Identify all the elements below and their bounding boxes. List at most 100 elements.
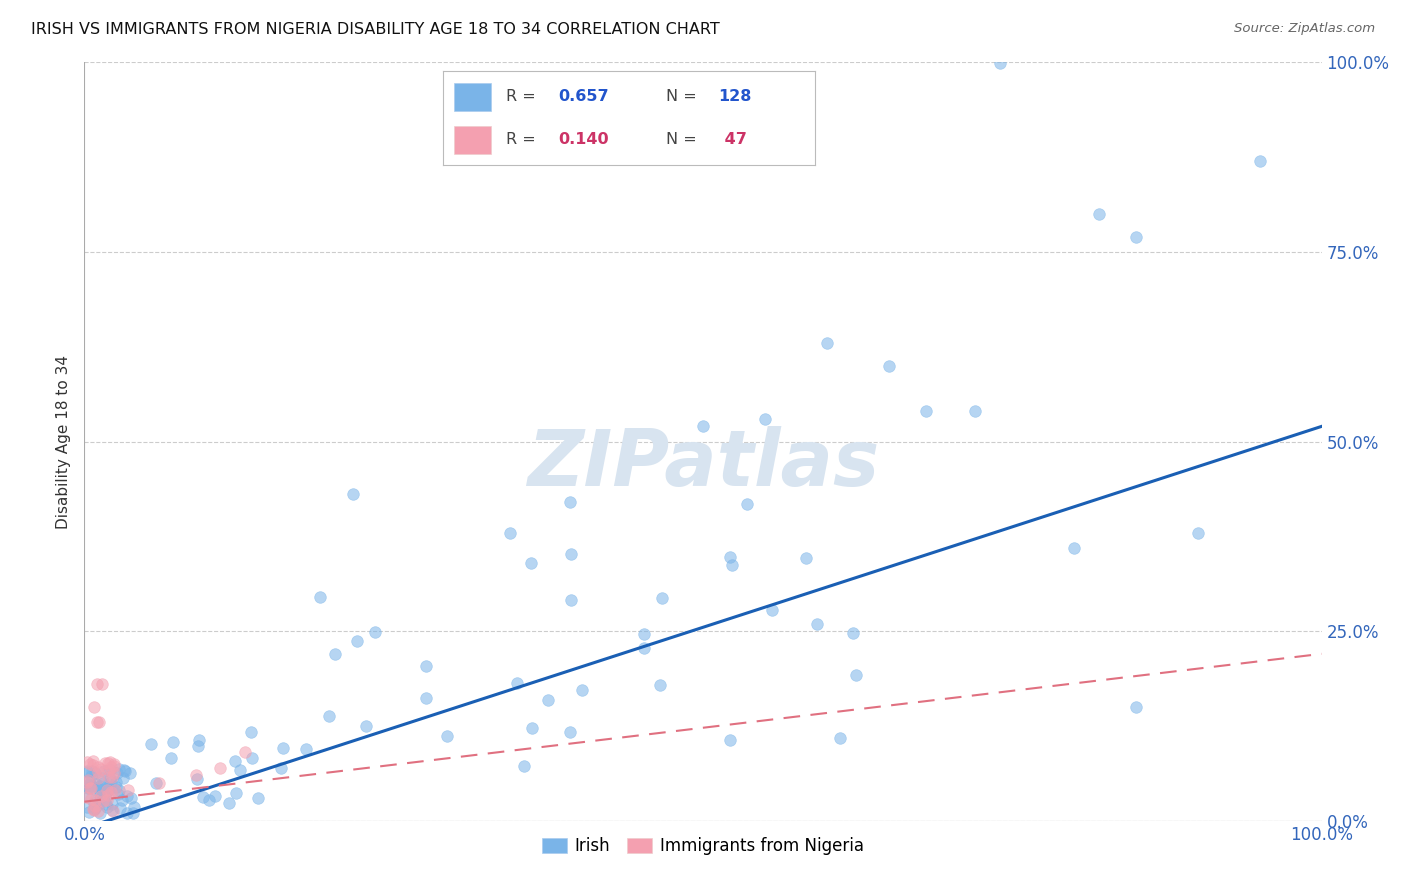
Text: 0.140: 0.140: [558, 132, 609, 147]
Point: [86, 677, 108, 691]
Point: [86, 785, 108, 799]
Point: [94, 787, 117, 801]
Point: [94, 756, 117, 771]
Point: [721, 558, 744, 572]
Point: [117, 783, 139, 797]
Point: [309, 590, 332, 604]
Point: [83, 793, 105, 807]
Point: [107, 787, 129, 801]
Point: [415, 658, 437, 673]
Text: R =: R =: [506, 132, 541, 147]
Point: [84, 798, 107, 813]
Point: [84, 777, 107, 791]
Point: [103, 765, 125, 780]
Text: ZIPatlas: ZIPatlas: [527, 426, 879, 502]
Point: [87, 796, 110, 810]
Point: [209, 760, 232, 774]
Point: [112, 764, 135, 778]
Point: [98, 764, 121, 778]
Point: [117, 805, 139, 820]
Point: [82, 764, 104, 779]
Point: [111, 772, 134, 786]
Point: [98, 755, 121, 769]
Point: [89, 715, 111, 730]
Point: [718, 732, 741, 747]
Point: [842, 626, 865, 640]
Point: [82, 802, 104, 816]
Point: [233, 746, 256, 760]
Point: [651, 591, 673, 605]
Point: [90, 789, 112, 803]
Point: [96, 781, 118, 796]
Point: [96, 783, 118, 797]
Point: [80, 792, 103, 806]
Bar: [454, 126, 491, 153]
Point: [560, 593, 582, 607]
Point: [354, 718, 377, 732]
Text: R =: R =: [506, 89, 541, 104]
Point: [91, 783, 114, 797]
Point: [240, 750, 263, 764]
Point: [100, 785, 122, 799]
Point: [148, 776, 170, 790]
Point: [558, 495, 581, 509]
Point: [93, 764, 115, 778]
Point: [270, 761, 292, 775]
Point: [815, 335, 838, 350]
Point: [76, 799, 98, 814]
Point: [240, 725, 263, 739]
Point: [103, 756, 125, 771]
Text: 47: 47: [718, 132, 747, 147]
Point: [318, 709, 340, 723]
Point: [100, 803, 122, 817]
Point: [271, 740, 294, 755]
Point: [188, 733, 211, 747]
Point: [93, 794, 115, 808]
Point: [105, 775, 128, 789]
Point: [1088, 207, 1111, 221]
Point: [145, 776, 167, 790]
Point: [91, 785, 114, 799]
Point: [83, 699, 105, 714]
Point: [77, 765, 100, 780]
Point: [914, 404, 936, 418]
Point: [522, 721, 544, 735]
Point: [1125, 229, 1147, 244]
Point: [323, 647, 346, 661]
Point: [80, 768, 103, 782]
Point: [761, 603, 783, 617]
Point: [111, 792, 134, 806]
Point: [114, 764, 136, 779]
Point: [965, 404, 987, 418]
Point: [115, 789, 138, 804]
Point: [96, 800, 118, 814]
Point: [87, 765, 110, 780]
Point: [571, 683, 593, 698]
Point: [76, 774, 98, 789]
Point: [436, 729, 458, 743]
Point: [110, 801, 132, 815]
Point: [122, 800, 145, 814]
Point: [794, 551, 817, 566]
Text: Source: ZipAtlas.com: Source: ZipAtlas.com: [1234, 22, 1375, 36]
Point: [1249, 153, 1271, 168]
Point: [520, 556, 543, 570]
Point: [97, 756, 120, 771]
Point: [83, 803, 105, 817]
Point: [100, 770, 122, 784]
Point: [101, 804, 124, 818]
Point: [224, 754, 246, 768]
Point: [87, 782, 110, 797]
Point: [103, 758, 125, 772]
Text: 0.657: 0.657: [558, 89, 609, 104]
Point: [346, 634, 368, 648]
Point: [76, 789, 98, 804]
Point: [218, 796, 240, 810]
Point: [89, 805, 111, 820]
Point: [107, 782, 129, 797]
Point: [342, 487, 364, 501]
Point: [84, 766, 107, 780]
Point: [89, 779, 111, 793]
Point: [89, 787, 111, 801]
Point: [83, 802, 105, 816]
